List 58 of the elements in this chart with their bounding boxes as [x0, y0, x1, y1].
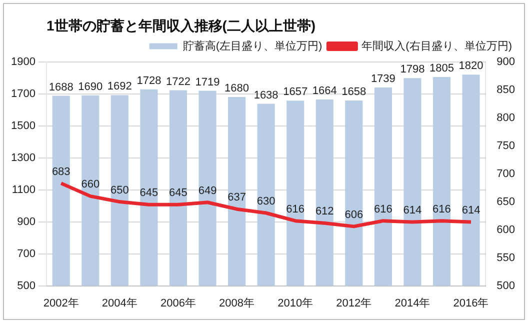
chart-title: 1世帯の貯蓄と年間収入推移(二人以上世帯) — [46, 17, 316, 34]
y-tick-label: 900 — [17, 216, 36, 228]
data-label: 612 — [315, 206, 334, 218]
data-label: 630 — [256, 196, 276, 208]
data-label: 649 — [198, 184, 217, 197]
y-tick-label: 500 — [17, 280, 36, 292]
y2-tick-label: 700 — [496, 168, 516, 180]
x-tick-label: 2016年 — [453, 297, 489, 310]
data-label: 683 — [52, 166, 70, 178]
x-tick-label: 2012年 — [336, 297, 372, 310]
data-label: 616 — [374, 203, 392, 216]
legend-label: 貯蓄高(左目盛り、単位万円) — [182, 39, 322, 52]
data-label: 1719 — [195, 76, 220, 88]
y2-tick-label: 600 — [496, 224, 516, 236]
x-tick-label: 2010年 — [278, 297, 314, 310]
data-label: 1805 — [429, 62, 454, 75]
data-label: 1692 — [107, 80, 132, 93]
y-tick-label: 1300 — [10, 152, 36, 164]
data-label: 660 — [81, 178, 100, 191]
data-label: 614 — [462, 204, 480, 216]
data-label: 1688 — [48, 81, 74, 94]
y2-tick-label: 800 — [496, 112, 516, 124]
x-tick-label: 2008年 — [219, 297, 255, 310]
y2-tick-label: 750 — [496, 140, 516, 152]
y2-tick-label: 650 — [496, 196, 516, 208]
data-label: 1658 — [342, 86, 366, 98]
y2-tick-label: 850 — [496, 84, 516, 96]
y2-tick-label: 550 — [496, 252, 516, 264]
data-label: 645 — [140, 187, 158, 200]
data-label: 606 — [344, 208, 364, 221]
data-label: 1680 — [224, 82, 250, 95]
legend-label: 年間収入(右目盛り、単位万円) — [362, 39, 512, 52]
x-tick-label: 2014年 — [394, 297, 430, 310]
data-label: 650 — [110, 184, 129, 196]
data-label: 1657 — [283, 86, 308, 98]
data-label: 1728 — [136, 74, 162, 87]
x-tick-label: 2006年 — [160, 297, 196, 310]
data-label: 637 — [228, 192, 246, 204]
data-label: 1690 — [78, 80, 103, 93]
y-tick-label: 1700 — [10, 88, 36, 100]
data-label: 1638 — [254, 89, 278, 102]
y-tick-label: 1900 — [10, 56, 36, 68]
data-label: 1722 — [166, 76, 190, 88]
data-label: 1798 — [400, 64, 425, 76]
y-tick-label: 1500 — [10, 120, 36, 132]
data-label: 616 — [286, 203, 305, 216]
data-label: 1739 — [370, 73, 396, 86]
y-tick-label: 700 — [17, 248, 36, 260]
data-label: 614 — [403, 204, 422, 216]
x-tick-label: 2004年 — [102, 297, 138, 310]
data-label: 645 — [169, 187, 188, 200]
data-label: 616 — [432, 203, 451, 216]
y2-tick-label: 900 — [496, 56, 516, 68]
data-label: 1820 — [458, 60, 484, 72]
x-tick-label: 2002年 — [43, 297, 79, 310]
data-label: 1664 — [312, 85, 337, 98]
y2-tick-label: 500 — [496, 280, 516, 292]
y-tick-label: 1100 — [12, 184, 36, 196]
